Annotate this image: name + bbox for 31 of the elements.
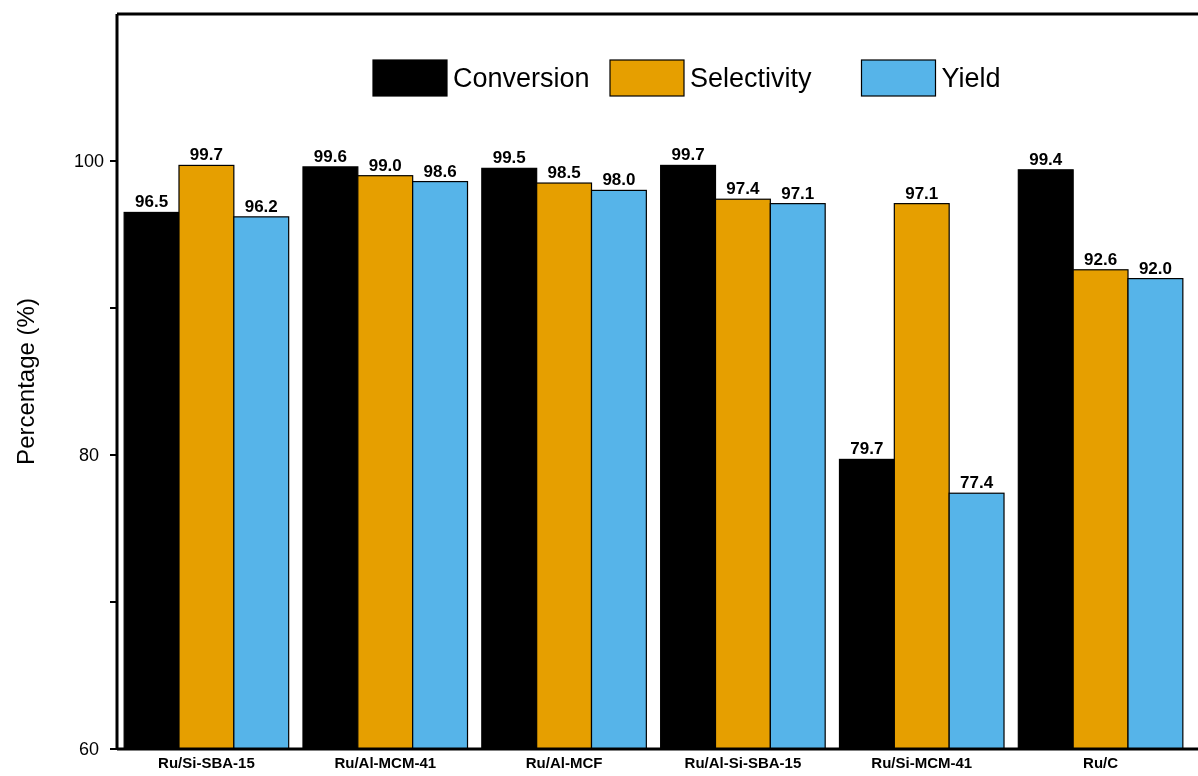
data-label: 96.5 xyxy=(135,192,169,212)
data-label: 98.5 xyxy=(547,163,581,183)
data-label: 99.4 xyxy=(1029,149,1063,169)
legend-label: Yield xyxy=(941,63,1001,94)
y-axis-title: Percentage (%) xyxy=(12,298,39,465)
data-label: 79.7 xyxy=(850,439,884,459)
data-label: 92.6 xyxy=(1084,249,1118,269)
data-label: 99.6 xyxy=(313,146,347,166)
data-label: 97.4 xyxy=(726,179,760,199)
legend-label: Selectivity xyxy=(690,63,813,94)
data-label: 98.0 xyxy=(602,170,636,190)
x-tick-label: Ru/Si-SBA-15 xyxy=(158,754,255,771)
data-label: 99.0 xyxy=(368,155,402,175)
y-tick-label: 100 xyxy=(73,151,105,172)
data-label: 99.5 xyxy=(492,148,526,168)
data-label: 99.7 xyxy=(671,145,705,165)
legend-label: Conversion xyxy=(453,63,590,94)
y-tick-label: 80 xyxy=(78,445,100,466)
data-label: 96.2 xyxy=(244,196,278,216)
data-label: 77.4 xyxy=(960,473,994,493)
data-label: 97.1 xyxy=(781,183,815,203)
data-label: 98.6 xyxy=(423,161,457,181)
x-tick-label: Ru/Al-Si-SBA-15 xyxy=(684,754,802,771)
data-label: 99.7 xyxy=(189,145,223,165)
x-tick-label: Ru/Al-MCM-41 xyxy=(334,754,437,771)
x-tick-label: Ru/Si-MCM-41 xyxy=(871,754,973,771)
y-tick-label: 60 xyxy=(78,739,100,760)
x-tick-label: Ru/C xyxy=(1083,754,1119,771)
x-tick-label: Ru/Al-MCF xyxy=(525,754,603,771)
data-label: 97.1 xyxy=(905,183,939,203)
data-label: 92.0 xyxy=(1138,258,1172,278)
